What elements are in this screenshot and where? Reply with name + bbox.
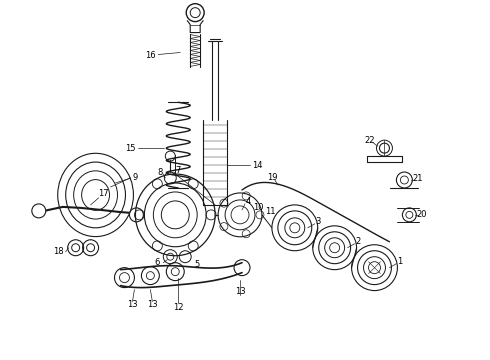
Text: 4: 4 [245, 197, 250, 206]
Text: 11: 11 [265, 207, 275, 216]
Text: 15: 15 [125, 144, 136, 153]
Text: 21: 21 [412, 174, 422, 183]
Text: 16: 16 [145, 51, 156, 60]
Text: 1: 1 [397, 257, 402, 266]
Text: 6: 6 [155, 258, 160, 267]
Text: 17: 17 [98, 189, 109, 198]
Text: 5: 5 [195, 260, 200, 269]
Text: 8: 8 [158, 167, 163, 176]
Text: 12: 12 [173, 303, 184, 312]
Text: 18: 18 [53, 247, 64, 256]
Text: 13: 13 [147, 300, 158, 309]
Text: 10: 10 [253, 203, 263, 212]
Text: 13: 13 [127, 300, 138, 309]
Text: 9: 9 [133, 172, 138, 181]
Text: 3: 3 [315, 217, 320, 226]
Text: 22: 22 [364, 136, 375, 145]
Text: 14: 14 [252, 161, 262, 170]
Text: 13: 13 [235, 287, 245, 296]
Text: 7: 7 [175, 166, 181, 175]
Circle shape [32, 204, 46, 218]
Text: 2: 2 [355, 237, 360, 246]
Circle shape [129, 208, 144, 222]
Text: 19: 19 [267, 172, 277, 181]
Text: 20: 20 [416, 210, 427, 219]
